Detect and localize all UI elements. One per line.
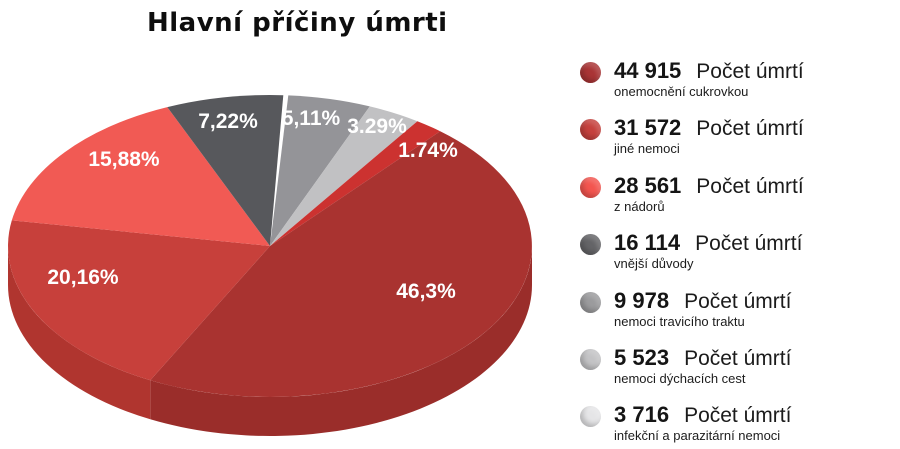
legend-text: 16 114 Počet úmrtí vnější důvody bbox=[614, 224, 802, 271]
legend-count: 9 978 bbox=[614, 287, 670, 313]
legend-bullet-icon bbox=[580, 234, 601, 256]
legend-bullet-icon bbox=[580, 348, 601, 370]
legend-bullet-icon bbox=[580, 119, 601, 141]
legend-item: 28 561 Počet úmrtí z nádorů bbox=[580, 167, 895, 224]
legend-item: 9 978 Počet úmrtí nemoci travicího trakt… bbox=[580, 282, 895, 339]
legend-category-label: jiné nemoci bbox=[614, 141, 680, 157]
pie-percent-label: 5,11% bbox=[282, 107, 341, 130]
legend-bullet-icon bbox=[580, 176, 601, 198]
pie-percent-label: 3.29% bbox=[347, 115, 407, 138]
legend-unit-label: Počet úmrtí bbox=[696, 60, 804, 83]
pie-slice bbox=[167, 95, 284, 246]
legend-unit-label: Počet úmrtí bbox=[684, 404, 792, 428]
pie-percent-label: 7,22% bbox=[198, 110, 258, 133]
legend-category-label: vnější důvody bbox=[614, 256, 694, 272]
legend-unit-label: Počet úmrtí bbox=[695, 232, 803, 256]
legend-count: 16 114 bbox=[614, 230, 681, 256]
pie-percent-label: 15,88% bbox=[88, 148, 160, 171]
legend-bullet-icon bbox=[580, 291, 601, 313]
legend-category-label: infekční a parazitární nemoci bbox=[614, 428, 781, 444]
legend-unit-label: Počet úmrtí bbox=[696, 174, 804, 198]
legend-text: 44 915 Počet úmrtí onemocnění cukrovkou bbox=[614, 52, 804, 99]
legend-category-label: onemocnění cukrovkou bbox=[614, 84, 749, 99]
legend-text: 28 561 Počet úmrtí z nádorů bbox=[614, 167, 804, 214]
legend: 44 915 Počet úmrtí onemocnění cukrovkou … bbox=[580, 52, 895, 449]
legend-category-label: nemoci travicího traktu bbox=[614, 313, 745, 329]
legend-text: 5 523 Počet úmrtí nemoci dýchacích cest bbox=[614, 339, 791, 386]
pie-percent-label: 20,16% bbox=[47, 266, 119, 289]
pie-slice bbox=[8, 220, 270, 381]
pie-slice bbox=[270, 106, 418, 247]
chart-title: Hlavní příčiny úmrti bbox=[147, 8, 448, 38]
legend-count: 3 716 bbox=[614, 402, 670, 428]
legend-category-label: z nádorů bbox=[614, 198, 665, 214]
pie-slice bbox=[270, 95, 370, 247]
pie-slice-side bbox=[150, 246, 533, 436]
legend-unit-label: Počet úmrtí bbox=[696, 117, 804, 141]
legend-count: 44 915 bbox=[614, 58, 682, 83]
pie-slice-side bbox=[8, 246, 151, 420]
legend-count: 31 572 bbox=[614, 115, 682, 141]
legend-text: 31 572 Počet úmrtí jiné nemoci bbox=[614, 109, 804, 156]
legend-bullet-icon bbox=[580, 406, 601, 428]
legend-text: 9 978 Počet úmrtí nemoci travicího trakt… bbox=[614, 282, 791, 329]
pie-slice bbox=[11, 107, 271, 246]
legend-item: 31 572 Počet úmrtí jiné nemoci bbox=[580, 109, 895, 166]
legend-unit-label: Počet úmrtí bbox=[684, 289, 792, 313]
pie-percent-label: 1.74% bbox=[398, 139, 458, 162]
pie-slice bbox=[270, 121, 441, 246]
legend-item: 3 716 Počet úmrtí infekční a parazitární… bbox=[580, 396, 895, 449]
legend-text: 3 716 Počet úmrtí infekční a parazitární… bbox=[614, 396, 791, 443]
legend-count: 28 561 bbox=[614, 172, 682, 198]
legend-item: 16 114 Počet úmrtí vnější důvody bbox=[580, 224, 895, 281]
legend-unit-label: Počet úmrtí bbox=[684, 346, 792, 370]
pie-slice bbox=[150, 131, 532, 397]
legend-count: 5 523 bbox=[614, 344, 670, 370]
pie-percent-label: 46,3% bbox=[396, 280, 456, 303]
legend-category-label: nemoci dýchacích cest bbox=[614, 370, 746, 386]
legend-item: 5 523 Počet úmrtí nemoci dýchacích cest bbox=[580, 339, 895, 396]
legend-bullet-icon bbox=[580, 62, 601, 83]
legend-item: 44 915 Počet úmrtí onemocnění cukrovkou bbox=[580, 52, 895, 109]
